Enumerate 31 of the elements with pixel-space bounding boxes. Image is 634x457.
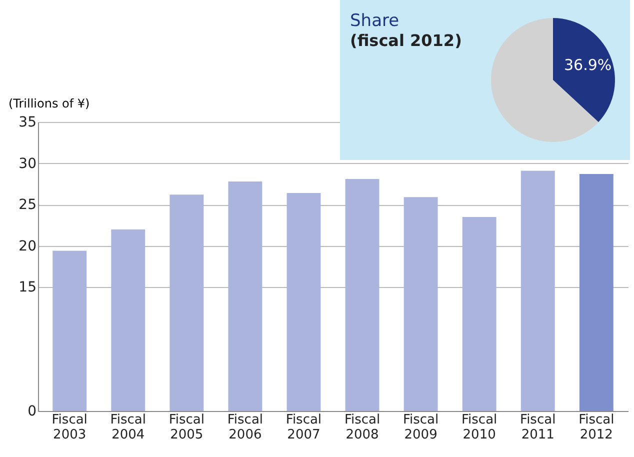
- x-tick-label: Fiscal 2004: [110, 412, 146, 442]
- x-tick-label: Fiscal 2006: [227, 412, 264, 442]
- y-tick-label: 0: [28, 404, 36, 420]
- text: (fiscal 2012): [350, 31, 462, 50]
- x-tick-label: Fiscal 2007: [286, 412, 322, 442]
- bar: [462, 216, 496, 411]
- bar: [345, 178, 380, 411]
- bar: [579, 174, 614, 411]
- y-tick-label: 25: [18, 197, 36, 214]
- x-tick-label: Fiscal 2011: [520, 412, 556, 442]
- bar: [170, 194, 204, 411]
- bar: [228, 181, 262, 411]
- bar: [286, 193, 321, 411]
- bar: [111, 229, 146, 411]
- x-tick-label: Fiscal 2005: [168, 412, 204, 442]
- bar: [520, 170, 555, 411]
- bar: [404, 197, 438, 411]
- bar: [52, 250, 87, 411]
- x-tick-label: Fiscal 2009: [402, 412, 439, 442]
- chart-title: Share: [350, 11, 400, 31]
- y-tick-label: 20: [18, 238, 36, 254]
- x-tick-label: Fiscal 2008: [344, 412, 380, 442]
- x-tick-label: Fiscal 2012: [578, 412, 614, 442]
- pie-slice: [553, 18, 615, 122]
- data-label: 36.9%: [564, 56, 612, 74]
- y-tick-label: 30: [18, 156, 36, 172]
- x-tick-label: Fiscal 2003: [52, 412, 88, 442]
- y-tick-label: 15: [18, 280, 36, 296]
- x-tick-label: Fiscal 2010: [462, 412, 498, 442]
- y-tick-label: 35: [18, 114, 36, 130]
- y-axis-title: (Trillions of ¥): [8, 96, 90, 110]
